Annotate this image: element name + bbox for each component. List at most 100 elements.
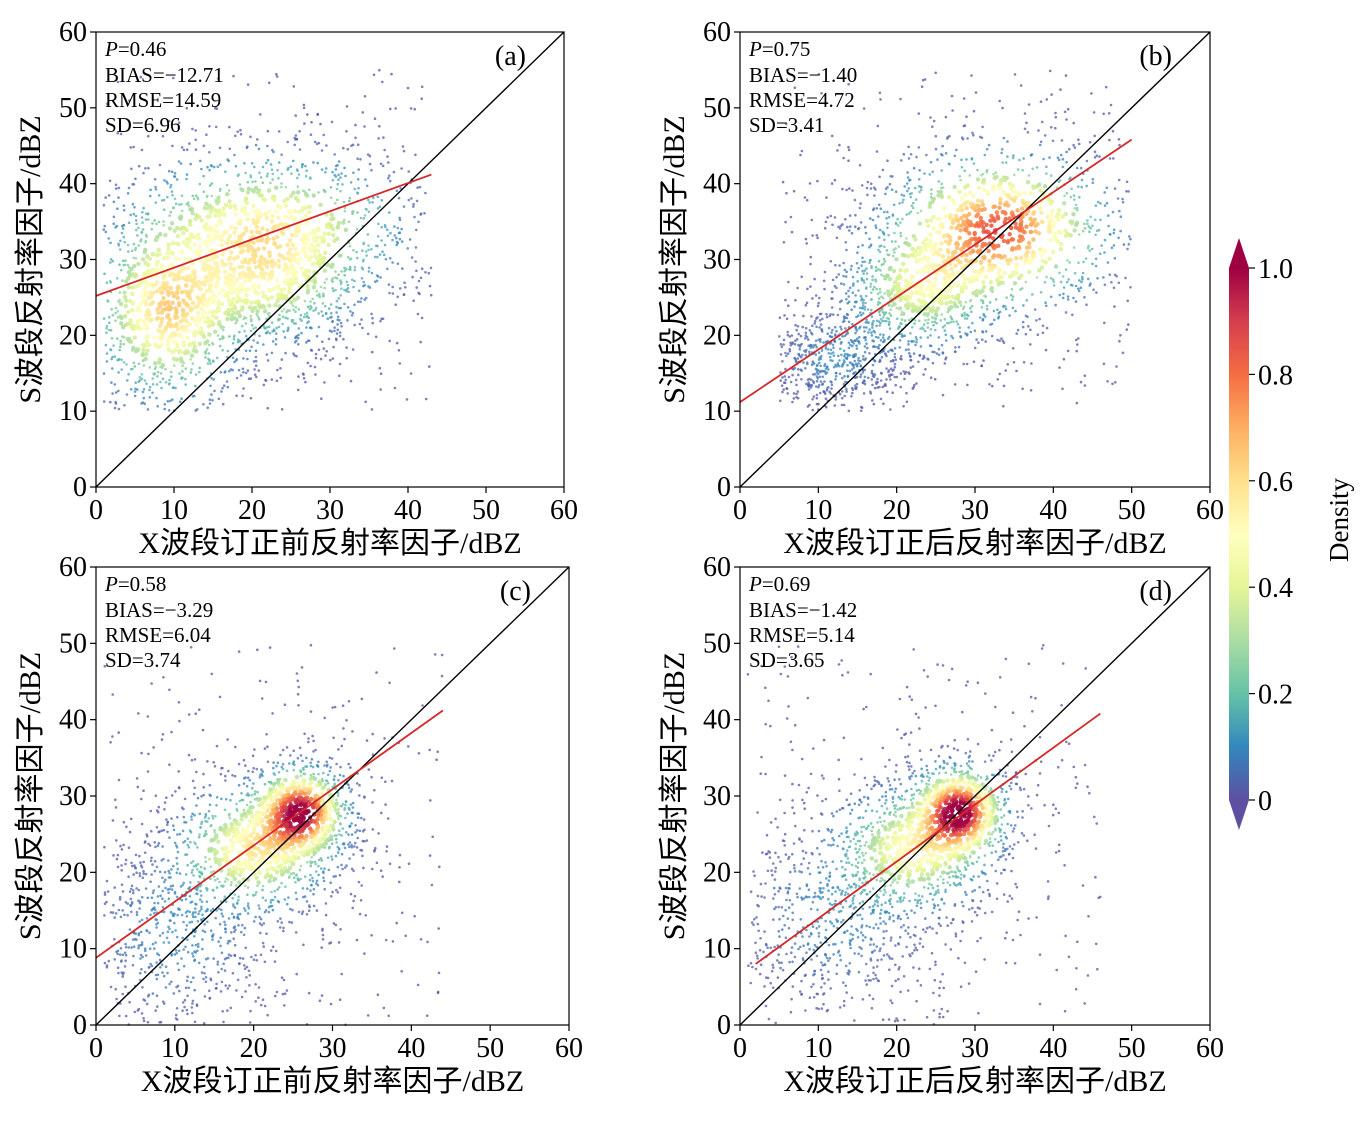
data-point — [202, 334, 207, 339]
data-point — [357, 289, 361, 293]
data-point — [254, 891, 258, 894]
data-point — [294, 134, 298, 137]
data-point — [222, 269, 228, 275]
data-point — [356, 157, 359, 160]
data-point — [245, 212, 250, 217]
data-point — [886, 253, 889, 256]
y-axis-label: S波段反射率因子/dBZ — [14, 115, 47, 403]
data-point — [871, 288, 875, 291]
data-point — [296, 185, 300, 188]
data-point — [400, 167, 403, 170]
data-point — [218, 220, 223, 226]
data-point — [232, 306, 238, 311]
data-point — [269, 181, 272, 185]
data-point — [108, 321, 111, 325]
data-point — [324, 312, 328, 316]
data-point — [987, 143, 991, 147]
data-point — [989, 223, 994, 228]
data-point — [259, 176, 263, 179]
data-point — [222, 384, 226, 388]
data-point — [379, 162, 383, 166]
data-point — [132, 212, 136, 216]
data-point — [307, 257, 312, 263]
data-point — [217, 291, 222, 296]
data-point — [277, 130, 281, 133]
data-point — [803, 196, 807, 199]
data-point — [912, 206, 915, 210]
data-point — [1038, 317, 1041, 321]
data-point — [270, 351, 274, 355]
data-point — [1113, 257, 1117, 260]
data-point — [102, 228, 106, 231]
data-point — [782, 388, 785, 391]
data-point — [854, 300, 858, 304]
data-point — [785, 387, 788, 390]
data-point — [1029, 154, 1033, 157]
data-point — [350, 314, 354, 317]
data-point — [395, 236, 398, 240]
data-point — [428, 854, 432, 857]
data-point — [840, 327, 843, 331]
data-point — [869, 282, 873, 286]
data-point — [945, 339, 948, 342]
data-point — [188, 296, 193, 301]
data-point — [931, 282, 937, 287]
data-point — [370, 271, 374, 275]
data-point — [1088, 249, 1091, 252]
data-point — [1083, 222, 1086, 226]
data-point — [127, 250, 130, 253]
data-point — [964, 252, 969, 258]
data-point — [1045, 214, 1050, 220]
data-point — [332, 289, 335, 293]
data-point — [359, 158, 362, 161]
data-point — [787, 280, 790, 284]
data-point — [201, 262, 206, 268]
data-point — [883, 238, 886, 242]
data-point — [253, 368, 256, 371]
data-point — [175, 289, 180, 294]
data-point — [838, 364, 841, 368]
data-point — [1083, 374, 1087, 378]
data-point — [226, 158, 229, 161]
data-point — [114, 311, 117, 315]
data-point — [887, 233, 890, 237]
data-point — [250, 217, 256, 222]
data-point — [868, 246, 871, 249]
data-point — [304, 174, 308, 178]
data-point — [1091, 224, 1094, 227]
data-point — [177, 348, 182, 354]
data-point — [873, 330, 876, 334]
data-point — [278, 313, 281, 317]
data-point — [785, 191, 788, 195]
data-point — [308, 188, 311, 191]
data-point — [1033, 308, 1037, 311]
data-point — [156, 370, 160, 374]
data-point — [1021, 320, 1025, 324]
data-point — [1001, 190, 1006, 195]
data-point — [302, 103, 306, 107]
data-point — [831, 343, 835, 347]
data-point — [860, 184, 864, 187]
data-point — [187, 322, 192, 327]
data-point — [119, 239, 122, 243]
data-point — [953, 213, 959, 219]
data-point — [970, 74, 973, 77]
data-point — [145, 212, 148, 216]
data-point — [342, 146, 345, 150]
data-point — [981, 255, 986, 260]
data-point — [110, 308, 113, 311]
data-point — [830, 383, 834, 387]
data-point — [237, 924, 240, 927]
data-point — [349, 379, 353, 383]
data-point — [1002, 384, 1006, 388]
data-point — [805, 348, 808, 352]
data-point — [306, 113, 309, 116]
data-point — [895, 275, 900, 280]
data-point — [955, 320, 958, 323]
data-point — [351, 210, 354, 214]
data-point — [263, 271, 268, 276]
data-point — [832, 354, 836, 357]
data-point — [367, 210, 371, 213]
data-point — [304, 380, 307, 384]
data-point — [905, 241, 911, 247]
